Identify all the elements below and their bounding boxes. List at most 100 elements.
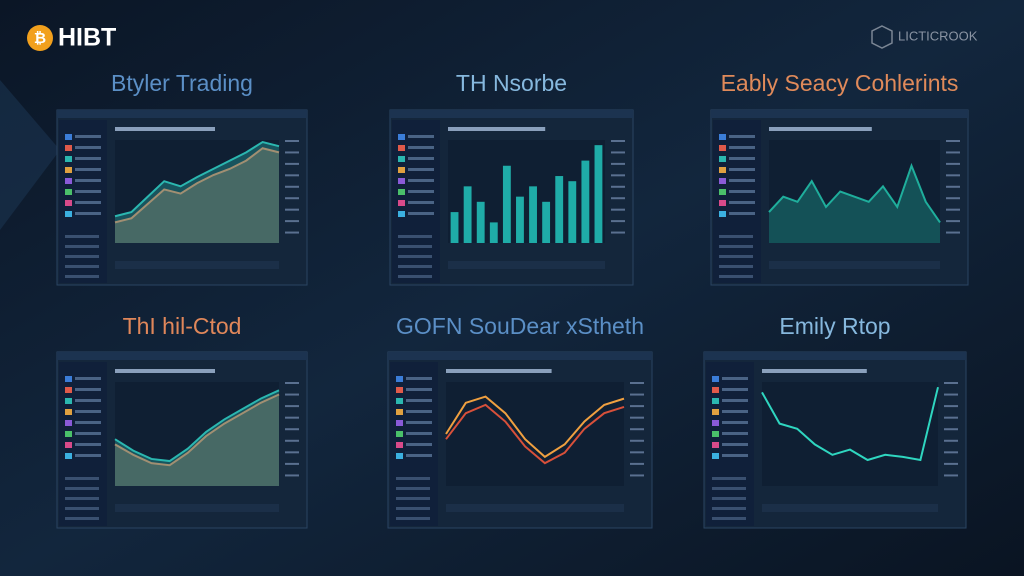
right-axis-item [285, 220, 299, 223]
sidebar-item [65, 477, 99, 480]
sidebar-item [75, 168, 101, 171]
sidebar-item [406, 421, 432, 424]
sidebar-item [75, 146, 101, 149]
sidebar-icon [398, 211, 405, 217]
sidebar-icon [719, 211, 726, 217]
panel-topbar [390, 110, 633, 118]
sidebar-item [719, 255, 753, 258]
sidebar-item [75, 179, 101, 182]
volume-strip [762, 504, 938, 512]
sidebar-icon [398, 134, 405, 140]
sidebar-icon [396, 398, 403, 404]
sidebar-icon [396, 387, 403, 393]
area [115, 148, 279, 243]
sidebar-item [398, 245, 432, 248]
sidebar-icon [719, 145, 726, 151]
decor [0, 80, 60, 230]
right-axis-item [946, 208, 960, 211]
right-axis-item [944, 393, 958, 396]
sidebar-icon [398, 178, 405, 184]
sidebar-item [75, 421, 101, 424]
partner-icon [871, 25, 893, 49]
right-axis-item [285, 416, 299, 419]
sidebar-icon [398, 156, 405, 162]
sidebar-item [75, 190, 101, 193]
line [768, 162, 941, 223]
sidebar-item [729, 212, 755, 215]
sidebar-icon [396, 376, 403, 382]
chart-header [762, 369, 867, 373]
sidebar-item [75, 377, 101, 380]
right-axis-item [944, 428, 958, 431]
area [115, 390, 279, 486]
sidebar-item [396, 487, 430, 490]
sidebar-item [406, 443, 432, 446]
bar [529, 186, 537, 243]
sidebar-icon [719, 156, 726, 162]
chart-header [769, 127, 872, 131]
sidebar-icon [712, 387, 719, 393]
sidebar-item [722, 454, 748, 457]
line [114, 147, 280, 224]
brand-icon [27, 25, 53, 51]
sidebar-item [722, 421, 748, 424]
sidebar-icon [396, 442, 403, 448]
sidebar-item [719, 245, 753, 248]
chart-header [446, 369, 552, 373]
bar [581, 160, 590, 243]
panel-topbar [711, 110, 968, 118]
right-axis-item [946, 140, 960, 142]
sidebar-item [712, 487, 746, 490]
right-axis-item [611, 174, 625, 177]
sidebar-item [712, 497, 746, 500]
sidebar-icon [398, 200, 405, 206]
sidebar-item [408, 190, 434, 193]
sidebar-item [408, 157, 434, 160]
sidebar-item [65, 507, 99, 510]
right-axis-item [944, 416, 958, 419]
sidebar-item [729, 157, 755, 160]
sidebar-item [398, 235, 432, 238]
right-axis-item [611, 140, 625, 142]
sidebar-icon [65, 376, 72, 382]
line [114, 389, 280, 463]
sidebar-icon [719, 178, 726, 184]
sidebar-icon [398, 189, 405, 195]
volume-strip [448, 261, 605, 269]
sidebar-icon [712, 442, 719, 448]
bar [450, 212, 459, 243]
bar [463, 186, 472, 243]
sidebar-icon [65, 134, 72, 140]
panel-title: GOFN SouDear xStheth [396, 313, 644, 339]
volume-strip [769, 261, 940, 269]
chart-header [115, 127, 215, 131]
volume-strip [446, 504, 624, 512]
sidebar-item [65, 245, 99, 248]
sidebar-item [729, 190, 755, 193]
sidebar-item [396, 497, 430, 500]
right-axis-item [944, 462, 958, 465]
sidebar-icon [712, 431, 719, 437]
sidebar-item [406, 399, 432, 402]
sidebar-item [65, 517, 99, 520]
brand-icon-glyph: ₿ [34, 30, 46, 47]
sidebar-item [396, 517, 430, 520]
sidebar-item [722, 377, 748, 380]
sidebar-icon [65, 156, 72, 162]
line [114, 140, 280, 218]
sidebar-icon [712, 376, 719, 382]
bar [555, 176, 564, 243]
sidebar-item [75, 212, 101, 215]
bar [568, 181, 577, 243]
sidebar-icon [65, 211, 72, 217]
right-axis-item [285, 185, 299, 188]
sidebar-item [408, 212, 434, 215]
right-axis-item [285, 174, 299, 177]
sidebar-item [719, 265, 753, 268]
sidebar-item [722, 388, 748, 391]
brand: HIBT [58, 24, 116, 52]
sidebar-item [712, 477, 746, 480]
partner: LICTICROOK [898, 28, 978, 43]
right-axis-item [946, 162, 960, 165]
